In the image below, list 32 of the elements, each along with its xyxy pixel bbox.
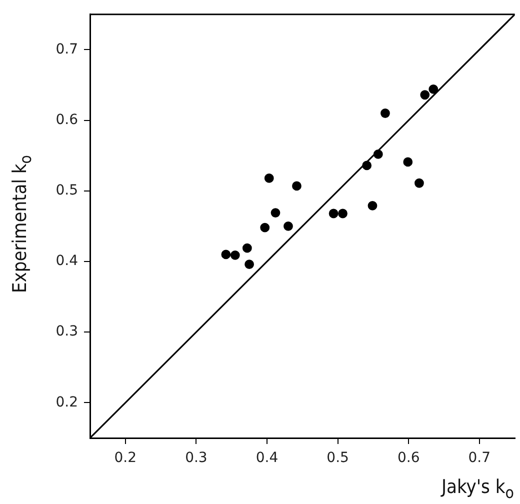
point — [368, 201, 378, 210]
point — [373, 149, 383, 159]
y-tick-label: 0.7 — [56, 41, 78, 58]
point — [230, 250, 240, 260]
point — [221, 250, 231, 260]
y-tick-label: 0.3 — [56, 324, 78, 340]
x-tick-label: 0.6 — [397, 450, 420, 466]
x-tick-label: 0.5 — [326, 450, 349, 466]
point — [292, 181, 302, 191]
x-tick-label: 0.2 — [114, 450, 137, 466]
point — [414, 178, 424, 188]
point — [338, 208, 348, 218]
x-tick-label: 0.3 — [185, 450, 208, 466]
y-tick-label: 0.6 — [56, 112, 78, 128]
point — [362, 160, 372, 170]
point — [403, 157, 413, 167]
y-tick-label: 0.4 — [56, 253, 78, 270]
point — [242, 243, 252, 253]
x-tick-label: 0.4 — [256, 450, 278, 466]
point — [428, 84, 438, 94]
point — [270, 208, 280, 218]
x-tick-label: 0.7 — [468, 450, 491, 466]
point — [244, 260, 254, 270]
x-axis-title: Jaky's k$_{o}$ — [442, 476, 514, 502]
point — [420, 90, 430, 100]
point — [380, 108, 390, 118]
y-tick-label: 0.5 — [56, 182, 78, 199]
y-tick-label: 0.2 — [56, 394, 78, 410]
point — [284, 222, 293, 231]
point — [260, 222, 270, 232]
point — [328, 208, 338, 218]
point — [264, 173, 274, 183]
